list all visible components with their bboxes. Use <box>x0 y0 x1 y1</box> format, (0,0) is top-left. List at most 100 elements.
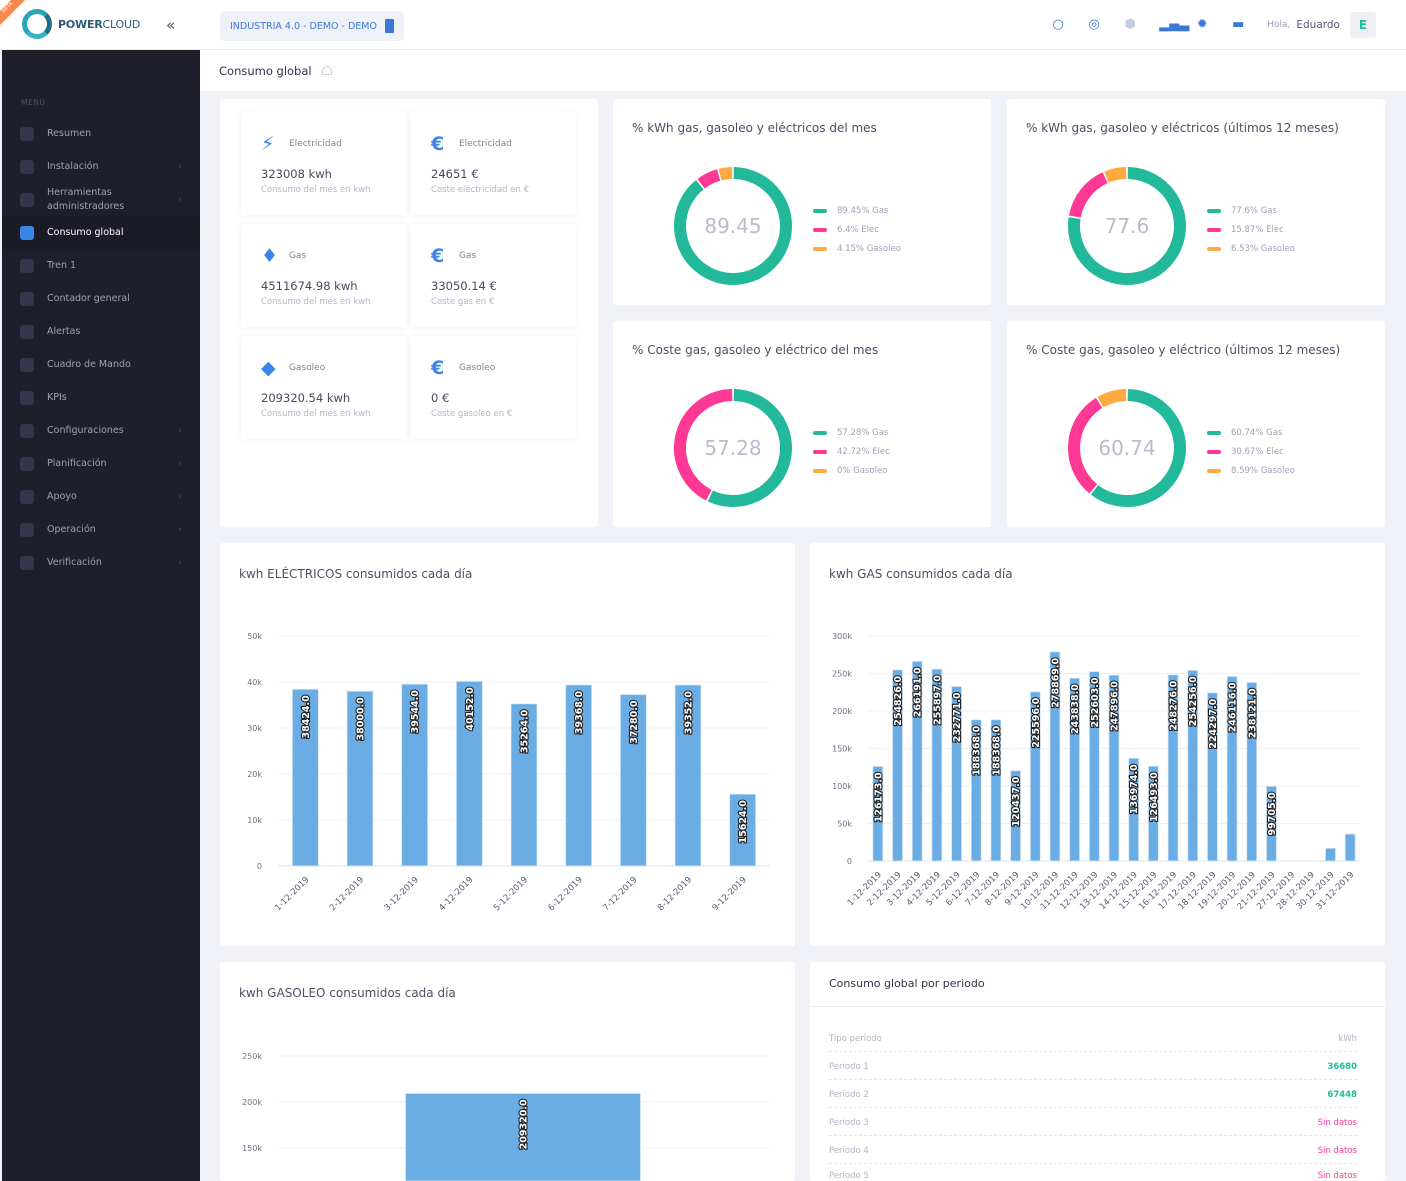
sidebar-item-consumo-global[interactable]: Consumo global <box>2 216 200 249</box>
cube-icon[interactable]: ⬢ <box>1124 17 1136 32</box>
bar-data-label: 247896.0 <box>1110 681 1121 731</box>
user-name[interactable]: Eduardo <box>1296 19 1340 31</box>
legend-item: 8.59% Gasoleo <box>1207 461 1295 480</box>
donut-slice-gas[interactable] <box>1068 167 1186 285</box>
logo[interactable]: POWERCLOUD <box>22 9 140 39</box>
bar[interactable] <box>1246 682 1258 862</box>
bar[interactable] <box>1187 669 1199 862</box>
bar[interactable] <box>1147 765 1159 862</box>
donut-slice-gas[interactable] <box>1090 389 1186 507</box>
search-icon[interactable]: ○ <box>1052 17 1064 32</box>
home-icon[interactable] <box>321 66 332 75</box>
sidebar-item-apoyo[interactable]: Apoyo › <box>2 480 200 513</box>
sidebar-item-instalaci-n[interactable]: Instalación › <box>2 150 200 183</box>
bar[interactable] <box>674 684 702 867</box>
avatar[interactable]: E <box>1350 12 1376 38</box>
chart-title: % kWh gas, gasoleo y eléctricos del mes <box>632 121 877 135</box>
legend-swatch <box>813 468 827 473</box>
donut-slice-gasoleo[interactable] <box>718 167 733 181</box>
bar[interactable] <box>892 669 903 862</box>
sidebar-item-planificaci-n[interactable]: Planificación › <box>2 447 200 480</box>
bar-chart-icon[interactable]: ▂▄▃ <box>1159 17 1190 32</box>
y-tick-label: 300k <box>832 632 852 641</box>
sidebar-item-cuadro-de-mando[interactable]: Cuadro de Mando <box>2 348 200 381</box>
bar[interactable] <box>1108 674 1120 862</box>
donut-slice-gasoleo[interactable] <box>1104 167 1127 183</box>
donut-slice-gas[interactable] <box>674 167 792 285</box>
donut-card-cost-month: % Coste gas, gasoleo y eléctrico del mes… <box>613 321 991 527</box>
bar[interactable] <box>1206 692 1218 862</box>
sidebar-item-label: Cuadro de Mando <box>47 358 131 370</box>
bar[interactable] <box>872 765 884 862</box>
donut-center-value: 77.6 <box>1104 214 1150 238</box>
bar-data-label: 126493.0 <box>1149 772 1160 822</box>
unlock-icon[interactable]: ▬ <box>1232 17 1245 32</box>
support-icon[interactable]: ◎ <box>1088 17 1100 32</box>
bar[interactable] <box>1226 676 1238 862</box>
sidebar-item-configuraciones[interactable]: Configuraciones › <box>2 414 200 447</box>
periodo-value: Sin datos <box>1317 1145 1357 1156</box>
bar[interactable] <box>565 684 593 867</box>
bar[interactable] <box>510 703 538 867</box>
donut-slice-gas[interactable] <box>707 389 792 507</box>
sidebar-item-kpis[interactable]: KPIs <box>2 381 200 414</box>
y-tick-label: 0 <box>257 862 262 871</box>
bar[interactable] <box>1266 785 1277 862</box>
bar[interactable] <box>291 688 319 867</box>
legend-label: 77.6% Gas <box>1231 205 1277 216</box>
bar-data-label: 120437.0 <box>1011 776 1022 826</box>
bar[interactable] <box>729 793 757 867</box>
bar[interactable] <box>346 690 374 867</box>
bar[interactable] <box>1069 677 1081 862</box>
gear-icon[interactable]: ✹ <box>1196 17 1208 32</box>
sidebar-item-alertas[interactable]: Alertas <box>2 315 200 348</box>
sidebar-item-label: Configuraciones <box>47 424 124 436</box>
sidebar-item-contador-general[interactable]: Contador general <box>2 282 200 315</box>
bar[interactable] <box>990 719 1002 862</box>
bar-data-label: 39352.0 <box>684 691 695 735</box>
donut-slice-elec[interactable] <box>697 169 721 189</box>
x-tick-label: 6-12-2019 <box>547 875 585 913</box>
bar[interactable] <box>1128 757 1140 862</box>
sidebar-item-verificaci-n[interactable]: Verificación › <box>2 546 200 579</box>
legend-label: 30.67% Elec <box>1231 446 1284 457</box>
bar-data-label: 225596.0 <box>1031 697 1042 747</box>
collapse-sidebar-button[interactable]: « <box>166 16 176 34</box>
kpi-tile: € Electricidad 24651 € Coste electricidad e… <box>411 112 576 215</box>
bar[interactable] <box>1344 833 1356 862</box>
legend-item: 60.74% Gas <box>1207 423 1295 442</box>
bar[interactable] <box>1325 847 1336 862</box>
bar[interactable] <box>1167 674 1179 862</box>
donut-slice-gasoleo[interactable] <box>1097 389 1127 408</box>
menu-item-icon <box>20 522 34 537</box>
menu-item-icon <box>20 390 34 405</box>
bar[interactable] <box>1088 671 1100 862</box>
bar[interactable] <box>911 660 923 862</box>
bar[interactable] <box>405 1093 641 1181</box>
sidebar-item-operaci-n[interactable]: Operación › <box>2 513 200 546</box>
donut-legend: 89.45% Gas 6.4% Elec 4.15% Gasoleo <box>813 201 901 258</box>
sidebar-item-label: Herramientas administradores <box>47 186 125 212</box>
y-tick-label: 100k <box>832 782 852 791</box>
company-selector[interactable]: INDUSTRIA 4.0 - DEMO - DEMO <box>220 11 404 41</box>
kpi-value: 33050.14 € <box>431 279 497 293</box>
bar[interactable] <box>951 686 962 862</box>
bar[interactable] <box>1029 691 1041 862</box>
chart-title: % Coste gas, gasoleo y eléctrico (último… <box>1026 343 1341 357</box>
bar[interactable] <box>619 694 647 867</box>
sidebar-item-tren-1[interactable]: Tren 1 <box>2 249 200 282</box>
bar[interactable] <box>931 668 943 862</box>
donut-slice-elec[interactable] <box>674 389 733 501</box>
bar[interactable] <box>455 680 483 867</box>
bar[interactable] <box>970 719 982 862</box>
donut-slice-elec[interactable] <box>1068 397 1103 494</box>
legend-swatch <box>813 449 827 454</box>
sidebar-item-resumen[interactable]: Resumen <box>2 117 200 150</box>
sidebar-item-label: Operación <box>47 523 96 535</box>
sidebar-item-herramientas-administradores[interactable]: Herramientas administradores › <box>2 183 200 216</box>
bar[interactable] <box>1010 770 1022 862</box>
bar[interactable] <box>1049 651 1061 862</box>
legend-swatch <box>1207 227 1221 232</box>
donut-slice-elec[interactable] <box>1068 172 1108 218</box>
bar[interactable] <box>401 683 429 867</box>
